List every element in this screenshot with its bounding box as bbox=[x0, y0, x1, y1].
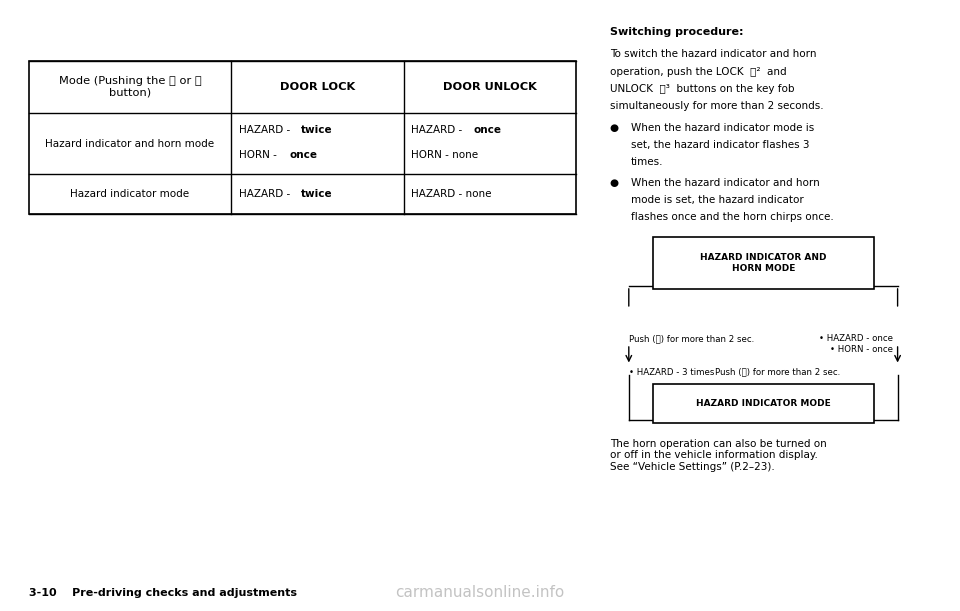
Text: simultaneously for more than 2 seconds.: simultaneously for more than 2 seconds. bbox=[610, 101, 824, 111]
Text: The horn operation can also be turned on
or off in the vehicle information displ: The horn operation can also be turned on… bbox=[610, 439, 827, 472]
Text: HAZARD - none: HAZARD - none bbox=[411, 189, 492, 199]
Text: Push (🔓) for more than 2 sec.: Push (🔓) for more than 2 sec. bbox=[715, 368, 840, 377]
Text: twice: twice bbox=[301, 125, 333, 135]
Text: twice: twice bbox=[301, 189, 333, 199]
Text: mode is set, the hazard indicator: mode is set, the hazard indicator bbox=[631, 195, 804, 205]
Text: set, the hazard indicator flashes 3: set, the hazard indicator flashes 3 bbox=[631, 140, 809, 150]
Text: Hazard indicator and horn mode: Hazard indicator and horn mode bbox=[45, 139, 215, 148]
Text: To switch the hazard indicator and horn: To switch the hazard indicator and horn bbox=[610, 49, 816, 59]
FancyBboxPatch shape bbox=[653, 237, 874, 289]
Text: Mode (Pushing the 🔒 or 🔓
button): Mode (Pushing the 🔒 or 🔓 button) bbox=[59, 76, 202, 98]
Text: HAZARD -: HAZARD - bbox=[239, 189, 294, 199]
Text: carmanualsonline.info: carmanualsonline.info bbox=[396, 585, 564, 600]
Text: HORN - none: HORN - none bbox=[411, 150, 478, 159]
Text: flashes once and the horn chirps once.: flashes once and the horn chirps once. bbox=[631, 212, 833, 222]
Text: • HAZARD - 3 times: • HAZARD - 3 times bbox=[629, 368, 714, 377]
Text: HORN -: HORN - bbox=[239, 150, 280, 159]
Text: • HAZARD - once
• HORN - once: • HAZARD - once • HORN - once bbox=[819, 334, 893, 354]
Text: HAZARD INDICATOR AND
HORN MODE: HAZARD INDICATOR AND HORN MODE bbox=[700, 254, 827, 273]
Text: HAZARD -: HAZARD - bbox=[411, 125, 466, 135]
Text: once: once bbox=[290, 150, 318, 159]
Text: Hazard indicator mode: Hazard indicator mode bbox=[70, 189, 189, 199]
FancyBboxPatch shape bbox=[653, 384, 874, 423]
Text: DOOR UNLOCK: DOOR UNLOCK bbox=[443, 82, 537, 92]
Text: ●: ● bbox=[610, 123, 618, 133]
Text: operation, push the LOCK  🔒²  and: operation, push the LOCK 🔒² and bbox=[610, 67, 786, 76]
Text: When the hazard indicator and horn: When the hazard indicator and horn bbox=[631, 178, 820, 188]
Text: 3-10    Pre-driving checks and adjustments: 3-10 Pre-driving checks and adjustments bbox=[29, 588, 297, 598]
Text: ●: ● bbox=[610, 178, 618, 188]
Text: Switching procedure:: Switching procedure: bbox=[610, 27, 743, 37]
Text: DOOR LOCK: DOOR LOCK bbox=[279, 82, 355, 92]
FancyBboxPatch shape bbox=[29, 61, 576, 214]
Text: UNLOCK  🔒³  buttons on the key fob: UNLOCK 🔒³ buttons on the key fob bbox=[610, 84, 794, 93]
Text: times.: times. bbox=[631, 157, 663, 167]
Text: When the hazard indicator mode is: When the hazard indicator mode is bbox=[631, 123, 814, 133]
Text: Push (🔒) for more than 2 sec.: Push (🔒) for more than 2 sec. bbox=[629, 334, 754, 343]
Text: HAZARD -: HAZARD - bbox=[239, 125, 294, 135]
Text: once: once bbox=[473, 125, 502, 135]
Text: HAZARD INDICATOR MODE: HAZARD INDICATOR MODE bbox=[696, 399, 830, 408]
